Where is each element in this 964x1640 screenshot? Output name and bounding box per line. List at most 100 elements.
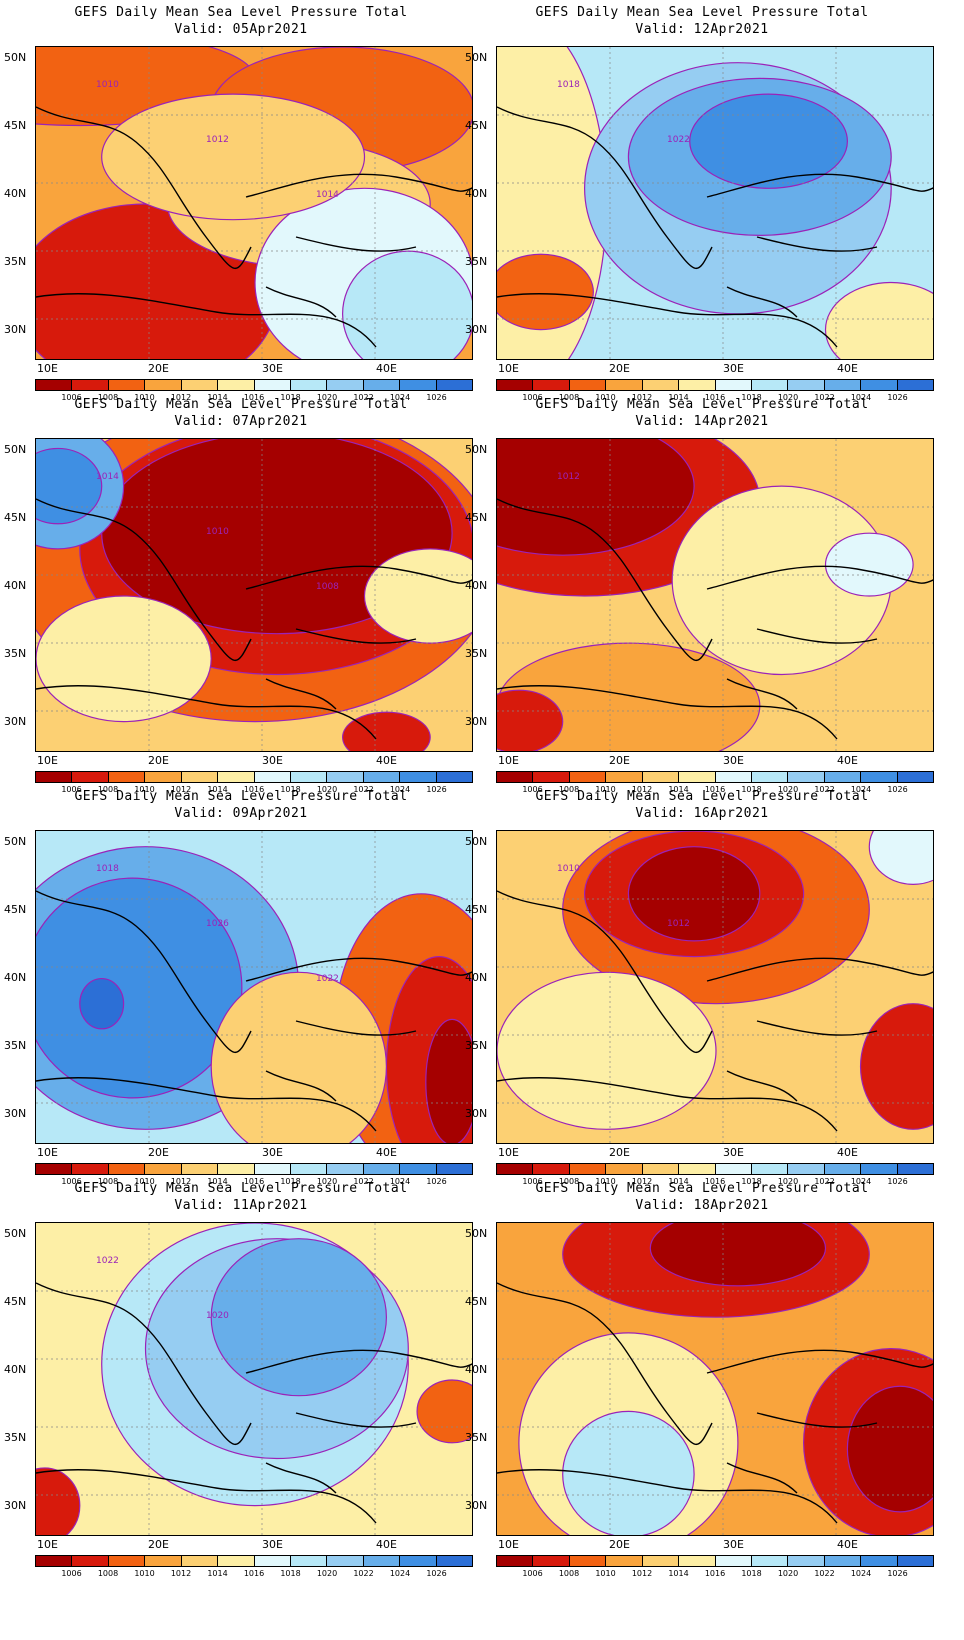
contour-field xyxy=(497,1223,933,1535)
colorbar-tick-label: 1014 xyxy=(207,785,228,794)
colorbar-swatch xyxy=(72,1164,109,1174)
colorbar-swatch xyxy=(254,1164,291,1174)
colorbar-swatch xyxy=(218,772,255,782)
colorbar-tick-label: 1024 xyxy=(850,1177,872,1186)
lon-tick-label: 20E xyxy=(609,754,630,767)
colorbar-tick-label: 1016 xyxy=(243,393,265,402)
colorbar-swatch xyxy=(290,1556,328,1566)
panel-valid-date: Valid: 09Apr2021 xyxy=(174,806,308,821)
colorbar-swatch xyxy=(400,380,437,390)
isobar-region xyxy=(36,877,243,1099)
colorbar-swatch xyxy=(72,380,109,390)
contour-label: 1008 xyxy=(316,582,339,592)
colorbar-swatch xyxy=(181,772,219,782)
colorbar-swatch xyxy=(751,772,789,782)
lon-tick-label: 40E xyxy=(837,1146,858,1159)
colorbar-swatch xyxy=(254,772,291,782)
colorbar-tick-label: 1026 xyxy=(426,1177,447,1186)
contour-label: 1018 xyxy=(96,864,119,874)
colorbar xyxy=(496,379,934,391)
colorbar-tick-label: 1008 xyxy=(97,1569,119,1578)
colorbar xyxy=(35,1163,473,1175)
colorbar-swatch xyxy=(145,1556,182,1566)
colorbar-swatch xyxy=(181,380,219,390)
colorbar-tick-label: 1008 xyxy=(97,1177,119,1186)
colorbar-tick-label: 1020 xyxy=(316,393,338,402)
colorbar-tick-label: 1018 xyxy=(741,393,762,402)
lat-tick-label: 50N xyxy=(465,51,488,64)
colorbar-tick-label: 1014 xyxy=(668,393,689,402)
colorbar-swatch xyxy=(788,1556,825,1566)
isobar-region xyxy=(342,711,431,751)
colorbar-tick-label: 1012 xyxy=(170,1569,192,1578)
colorbar-tick-label: 1012 xyxy=(631,785,653,794)
contour-label: 1014 xyxy=(96,472,119,482)
colorbar-swatch xyxy=(108,1556,146,1566)
panel-valid-date: Valid: 11Apr2021 xyxy=(174,1198,308,1213)
colorbar-swatch xyxy=(36,1164,73,1174)
colorbar-tick-label: 1020 xyxy=(777,1569,799,1578)
colorbar-tick-label: 1014 xyxy=(668,1177,689,1186)
colorbar-swatch xyxy=(751,1556,789,1566)
lat-tick-label: 40N xyxy=(465,187,488,200)
colorbar-swatch xyxy=(824,772,862,782)
contour-label: 1014 xyxy=(316,190,339,200)
colorbar-swatch xyxy=(145,380,182,390)
isobar-region xyxy=(36,1467,81,1535)
lon-tick-label: 10E xyxy=(37,754,58,767)
lon-tick-label: 10E xyxy=(498,1146,519,1159)
lon-tick-label: 30E xyxy=(262,1538,283,1551)
contour-label: 1026 xyxy=(206,919,229,929)
map-panel-p18: GEFS Daily Mean Sea Level Pressure Total… xyxy=(461,1176,943,1586)
lat-tick-label: 40N xyxy=(4,971,27,984)
isobar-region xyxy=(824,532,914,597)
contour-label: 1010 xyxy=(206,527,229,537)
lat-tick-label: 45N xyxy=(4,1295,27,1308)
lon-tick-label: 10E xyxy=(37,1146,58,1159)
lon-tick-label: 30E xyxy=(262,362,283,375)
contour-field: 1018 1026 1022 xyxy=(36,831,472,1143)
lon-tick-label: 30E xyxy=(262,754,283,767)
lon-tick-label: 30E xyxy=(723,1146,744,1159)
colorbar-tick-label: 1006 xyxy=(522,1569,543,1578)
panel-valid-date: Valid: 07Apr2021 xyxy=(174,414,308,429)
colorbar-swatch xyxy=(861,1556,898,1566)
lon-tick-label: 40E xyxy=(376,1538,397,1551)
colorbar-swatch xyxy=(861,772,898,782)
map-panel-p12: GEFS Daily Mean Sea Level Pressure Total… xyxy=(461,0,943,410)
lat-tick-label: 40N xyxy=(4,579,27,592)
lon-tick-label: 10E xyxy=(37,362,58,375)
colorbar-tick-label: 1008 xyxy=(558,1177,580,1186)
lat-tick-label: 40N xyxy=(465,971,488,984)
lon-tick-label: 10E xyxy=(498,362,519,375)
colorbar-tick-label: 1008 xyxy=(97,393,119,402)
colorbar-tick-label: 1020 xyxy=(316,1569,338,1578)
colorbar-swatch xyxy=(824,380,862,390)
colorbar-tick-label: 1026 xyxy=(887,393,908,402)
colorbar-swatch xyxy=(497,1556,534,1566)
colorbar-swatch xyxy=(36,772,73,782)
lat-tick-label: 45N xyxy=(465,1295,488,1308)
colorbar-tick-label: 1016 xyxy=(243,785,265,794)
colorbar-swatch xyxy=(290,772,328,782)
colorbar-swatch xyxy=(861,380,898,390)
colorbar-tick-label: 1020 xyxy=(777,785,799,794)
lat-tick-label: 40N xyxy=(4,1363,27,1376)
lat-tick-label: 45N xyxy=(4,119,27,132)
colorbar-tick-label: 1010 xyxy=(134,785,155,794)
colorbar-tick-label: 1022 xyxy=(353,393,374,402)
panel-title: GEFS Daily Mean Sea Level Pressure Total xyxy=(535,397,869,412)
colorbar-tick-label: 1010 xyxy=(134,1177,155,1186)
colorbar-swatch xyxy=(533,772,570,782)
lat-tick-label: 50N xyxy=(4,835,27,848)
colorbar-tick-label: 1006 xyxy=(522,393,543,402)
colorbar-tick-label: 1024 xyxy=(389,785,411,794)
isobar-region xyxy=(627,846,761,942)
isobar-region xyxy=(649,1223,827,1287)
colorbar-swatch xyxy=(824,1164,862,1174)
isobar-region xyxy=(210,971,387,1143)
colorbar-swatch xyxy=(897,1556,934,1566)
colorbar-tick-label: 1024 xyxy=(850,785,872,794)
colorbar-tick-label: 1014 xyxy=(668,1569,689,1578)
colorbar-tick-label: 1018 xyxy=(280,785,301,794)
